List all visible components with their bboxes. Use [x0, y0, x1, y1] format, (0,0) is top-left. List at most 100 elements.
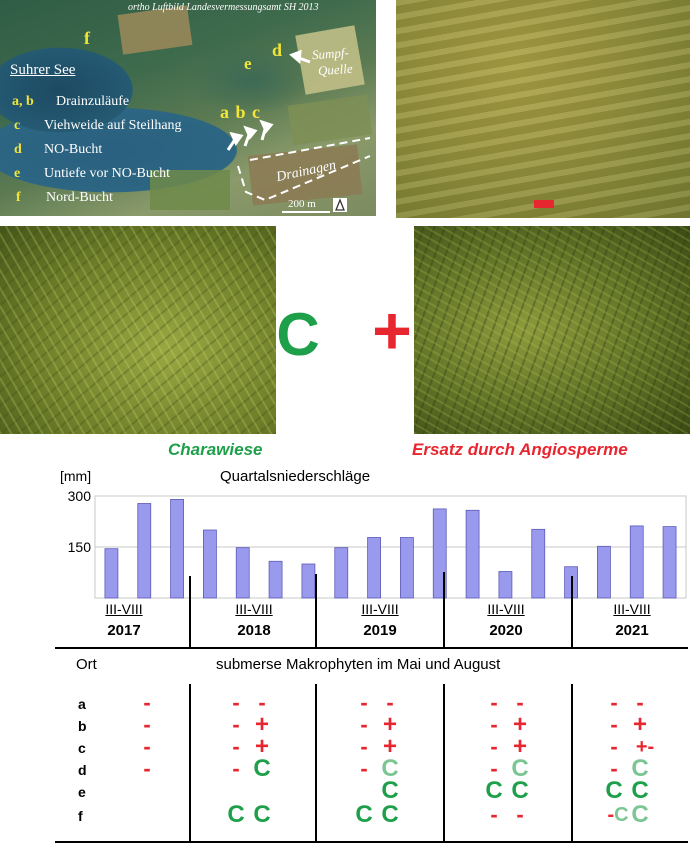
cell-symbol-a: -: [516, 690, 524, 715]
field-patch: [150, 170, 230, 210]
cell-symbol-c: -: [360, 734, 368, 759]
legend-key-f: f: [16, 190, 21, 205]
aerial-photo: ortho Luftbild Landesvermessungsamt SH 2…: [0, 0, 376, 216]
year-label-2018: 2018: [237, 622, 271, 639]
period-text: III-VIII: [105, 601, 143, 617]
map-letter-d: d: [272, 40, 283, 60]
bar-7: [334, 547, 349, 599]
cell-symbol-b: -: [610, 712, 618, 737]
bar-6: [301, 563, 316, 599]
cell-symbol-c: +: [512, 733, 527, 760]
cell-symbol-c: -: [490, 734, 498, 759]
bar-4: [235, 547, 250, 599]
cell-symbol-a: -: [386, 690, 394, 715]
year-label-2019: 2019: [363, 622, 397, 639]
cell-symbol-e: C: [511, 777, 529, 804]
cell-symbol-c: -: [143, 734, 151, 759]
precipitation-chart: 150 300: [68, 488, 687, 599]
cell-symbol-c: +: [382, 733, 397, 760]
cell-symbol-f: C: [253, 801, 271, 828]
cell-symbol-a: -: [636, 690, 644, 715]
cell-symbol-f: C: [381, 801, 399, 828]
cell-symbol-a: -: [143, 690, 151, 715]
legend-key-ab: a, b: [12, 94, 34, 109]
arrowhead-d: [289, 49, 302, 64]
cell-symbol-d: -: [143, 756, 151, 781]
map-letters-abc: a b c: [220, 102, 261, 122]
period-text: III-VIII: [361, 601, 399, 617]
map-letter-f: f: [84, 28, 90, 48]
cell-symbol-f: C: [631, 801, 649, 828]
aerial-overlay: [226, 49, 371, 213]
y-axis-label: [mm]: [60, 468, 92, 484]
table-header: submerse Makrophyten im Mai und August: [216, 656, 501, 673]
dash-part: -: [607, 804, 615, 826]
bar-16: [629, 525, 644, 599]
map-letter-e: e: [244, 54, 252, 73]
bar-14: [564, 566, 578, 599]
bar-11: [465, 509, 480, 599]
row-label-f: f: [78, 808, 83, 824]
period-label-2020: III-VIII: [466, 601, 546, 617]
arrowhead-c: [259, 119, 274, 134]
cell-symbol-f: C: [355, 801, 373, 828]
cell-symbol-f: C: [227, 801, 245, 828]
cell-symbol-d: -: [490, 756, 498, 781]
year-label-2020: 2020: [489, 622, 523, 639]
cell-symbol-a: -: [360, 690, 368, 715]
legend-text-f: Nord-Bucht: [46, 190, 113, 205]
bar-2: [170, 498, 184, 599]
bar-3: [203, 529, 217, 599]
year-label-2021: 2021: [615, 622, 649, 639]
legend-text-c: Viehweide auf Steilhang: [44, 118, 182, 133]
cell-symbol-f: -C: [605, 804, 631, 826]
ort-header: Ort: [76, 656, 97, 673]
cell-symbol-b: -: [360, 712, 368, 737]
cell-symbol-c: +: [254, 733, 269, 760]
cell-symbol-a: -: [490, 690, 498, 715]
period-text: III-VIII: [235, 601, 273, 617]
legend-key-e: e: [14, 166, 21, 181]
north-arrow-icon: [335, 198, 345, 211]
legend-key-d: d: [14, 142, 22, 157]
bar-12: [498, 571, 513, 599]
cell-symbol-f: -: [516, 802, 524, 827]
bare-sediment-photo: [396, 0, 690, 218]
legend-title: Suhrer See: [10, 62, 76, 78]
legend-text-ab: Drainzuläufe: [56, 94, 130, 109]
cell-symbol-e: C: [381, 777, 399, 804]
cell-symbol-f: -: [490, 802, 498, 827]
cell-symbol-d: C: [381, 755, 399, 782]
legend-text-e: Untiefe vor NO-Bucht: [44, 166, 170, 181]
cell-symbol-b: -: [143, 712, 151, 737]
chara-meadow-photo: [0, 226, 276, 434]
row-label-b: b: [78, 718, 87, 734]
period-label-2019: III-VIII: [340, 601, 420, 617]
inflow-arrows: [226, 49, 311, 151]
arrowhead-b: [243, 125, 258, 140]
cell-symbol-d: -: [232, 756, 240, 781]
period-label-2021: III-VIII: [592, 601, 672, 617]
caption-chara: Charawiese: [168, 440, 263, 459]
cell-symbol-a: -: [258, 690, 266, 715]
cell-symbol-e: C: [631, 777, 649, 804]
cell-symbol-a: -: [610, 690, 618, 715]
legend-text-d: NO-Bucht: [44, 142, 103, 157]
cell-symbol-c: -: [232, 734, 240, 759]
cell-symbol-b: -: [490, 712, 498, 737]
y-tick-label-0: 150: [68, 539, 92, 555]
bar-5: [268, 560, 283, 599]
scale-label: 200 m: [288, 198, 316, 210]
period-text: III-VIII: [487, 601, 525, 617]
row-label-c: c: [78, 740, 86, 756]
arrowhead-a: [229, 131, 244, 147]
row-label-e: e: [78, 784, 86, 800]
caption-angio: Ersatz durch Angiosperme: [412, 440, 628, 459]
cell-symbol-b: +: [632, 711, 647, 738]
cell-symbol-d: C: [631, 755, 649, 782]
bar-0: [104, 548, 119, 599]
bar-15: [597, 545, 611, 599]
c-part: C: [614, 804, 629, 826]
cell-symbol-c: -: [610, 734, 618, 759]
cell-symbol-b: +: [512, 711, 527, 738]
